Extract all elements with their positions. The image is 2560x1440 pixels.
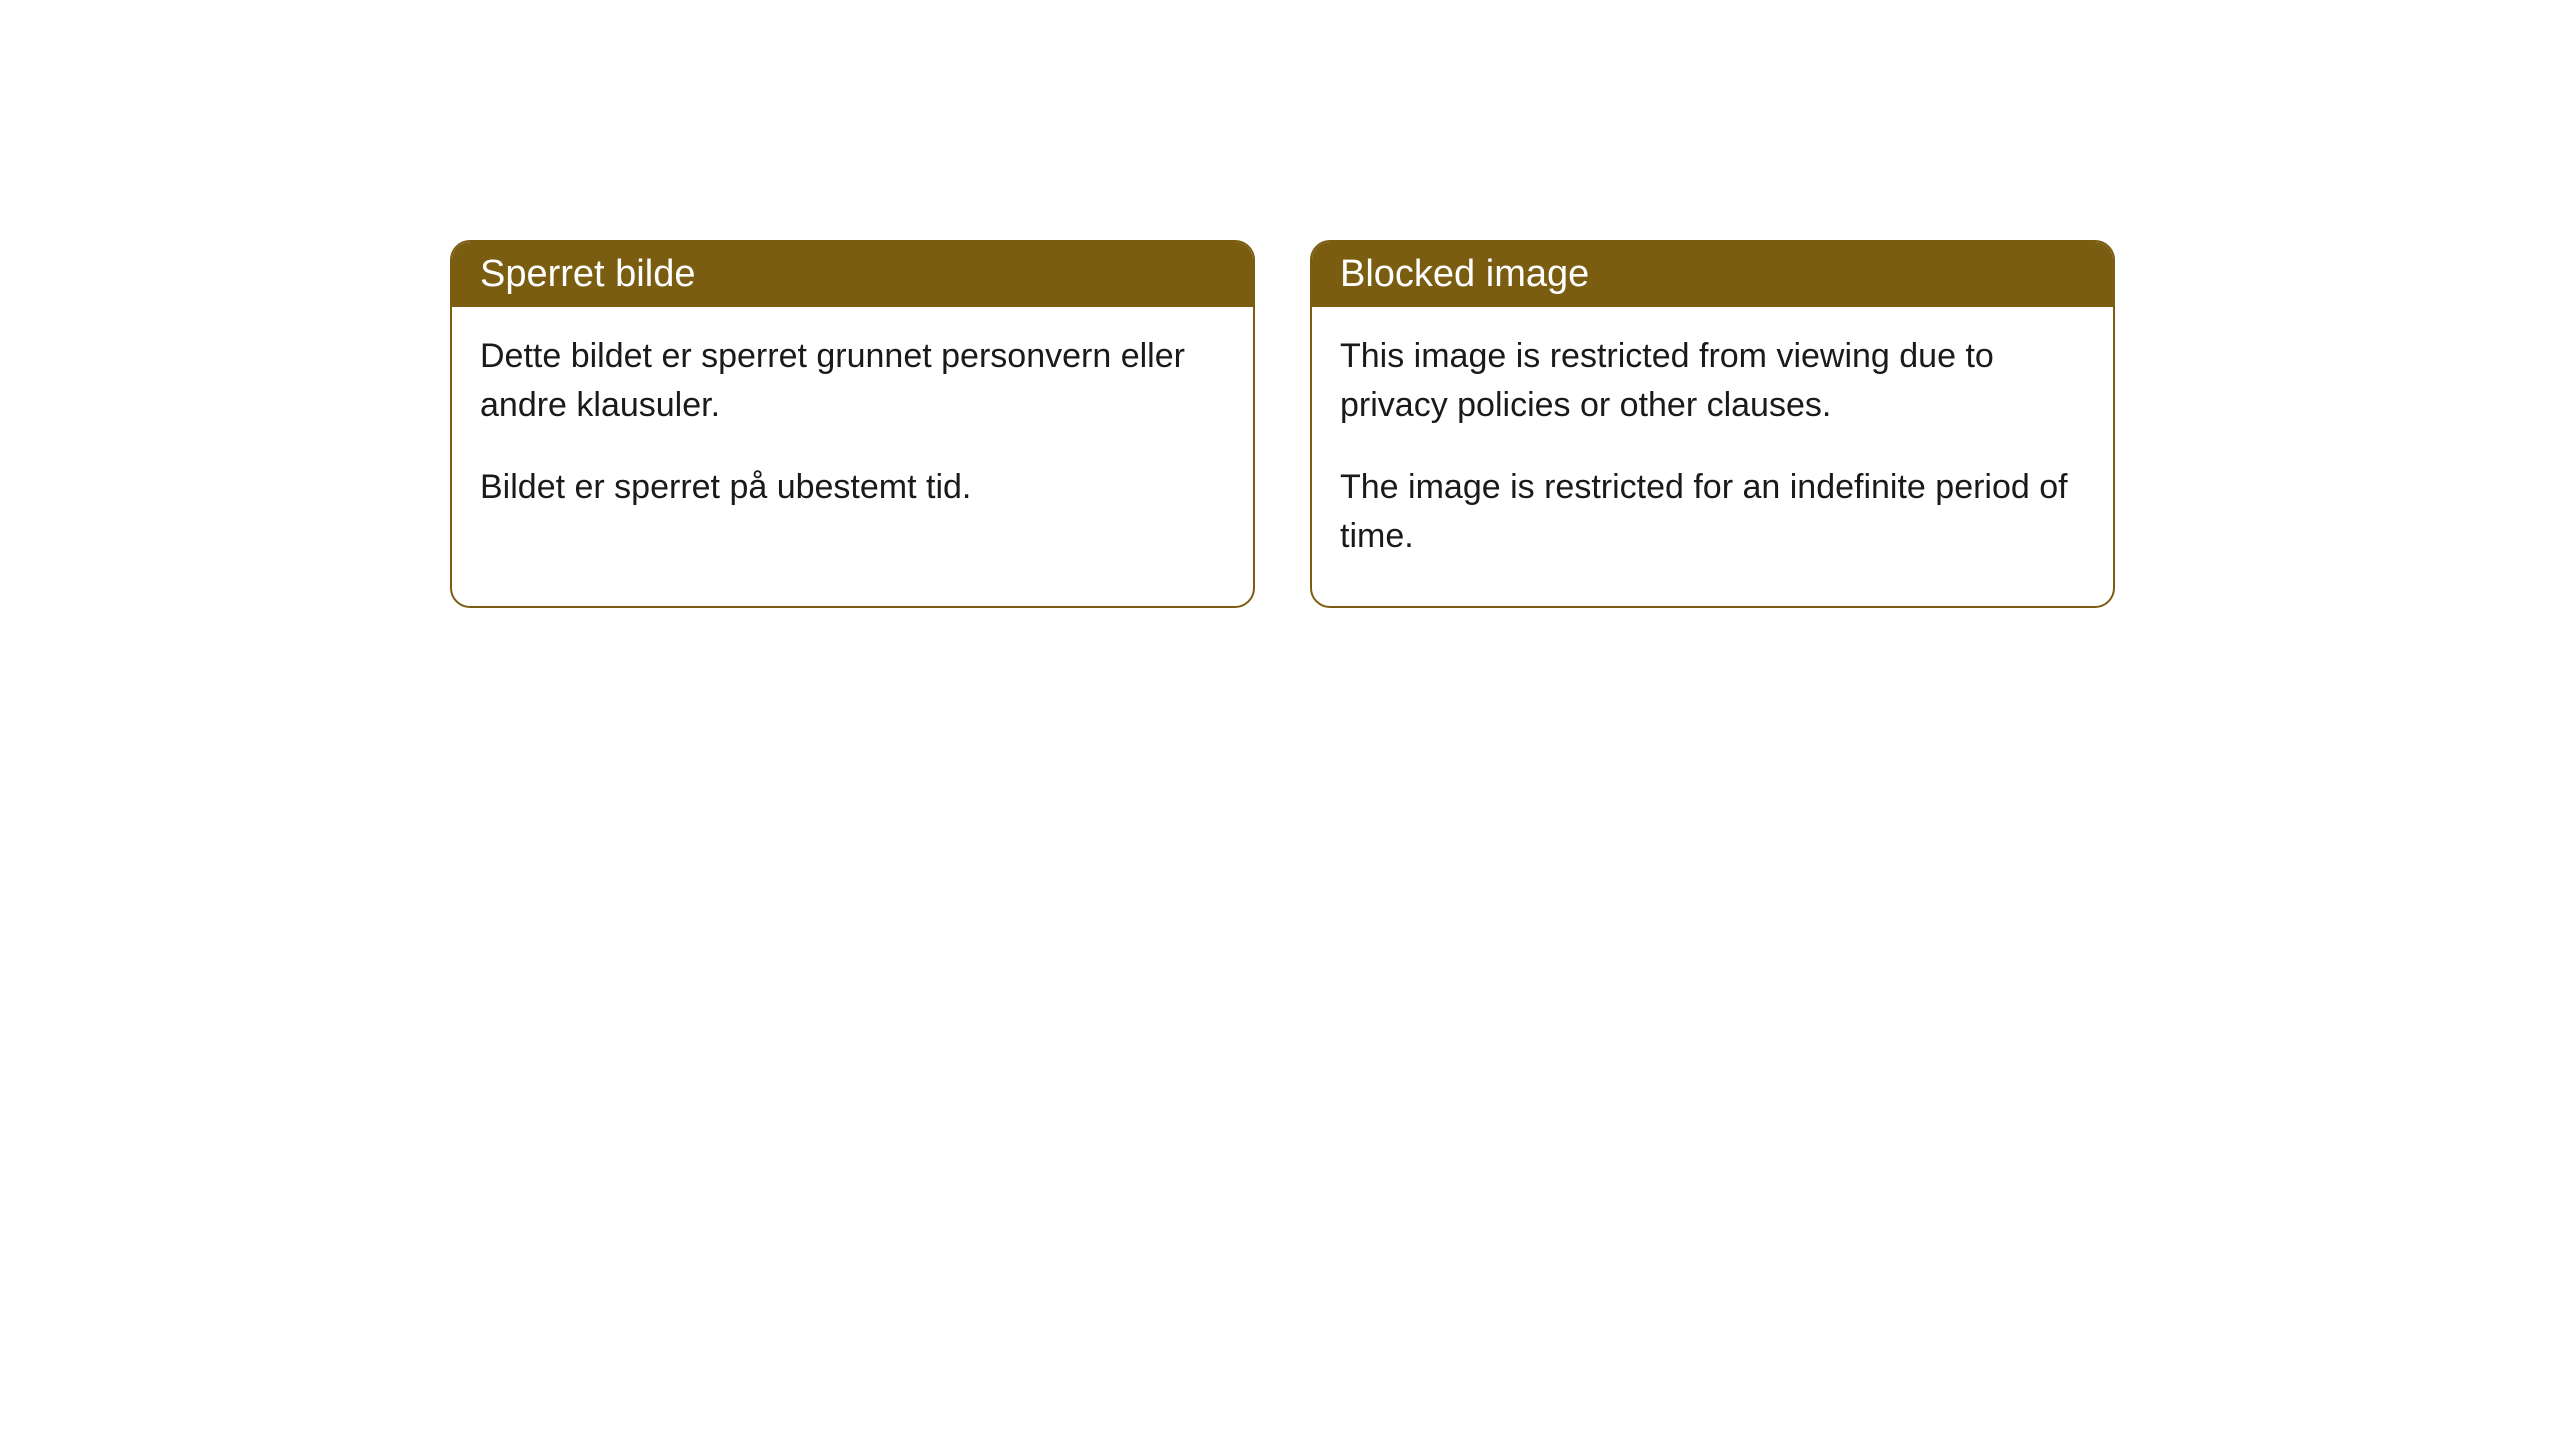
notice-cards-container: Sperret bilde Dette bildet er sperret gr… (450, 240, 2115, 608)
card-body: This image is restricted from viewing du… (1312, 307, 2113, 606)
notice-paragraph: Bildet er sperret på ubestemt tid. (480, 463, 1225, 512)
notice-paragraph: Dette bildet er sperret grunnet personve… (480, 332, 1225, 431)
card-title: Blocked image (1340, 253, 1589, 295)
notice-paragraph: The image is restricted for an indefinit… (1340, 463, 2085, 562)
notice-card-norwegian: Sperret bilde Dette bildet er sperret gr… (450, 240, 1255, 608)
notice-card-english: Blocked image This image is restricted f… (1310, 240, 2115, 608)
card-header: Sperret bilde (452, 242, 1253, 307)
card-header: Blocked image (1312, 242, 2113, 307)
card-body: Dette bildet er sperret grunnet personve… (452, 307, 1253, 557)
card-title: Sperret bilde (480, 253, 695, 295)
notice-paragraph: This image is restricted from viewing du… (1340, 332, 2085, 431)
